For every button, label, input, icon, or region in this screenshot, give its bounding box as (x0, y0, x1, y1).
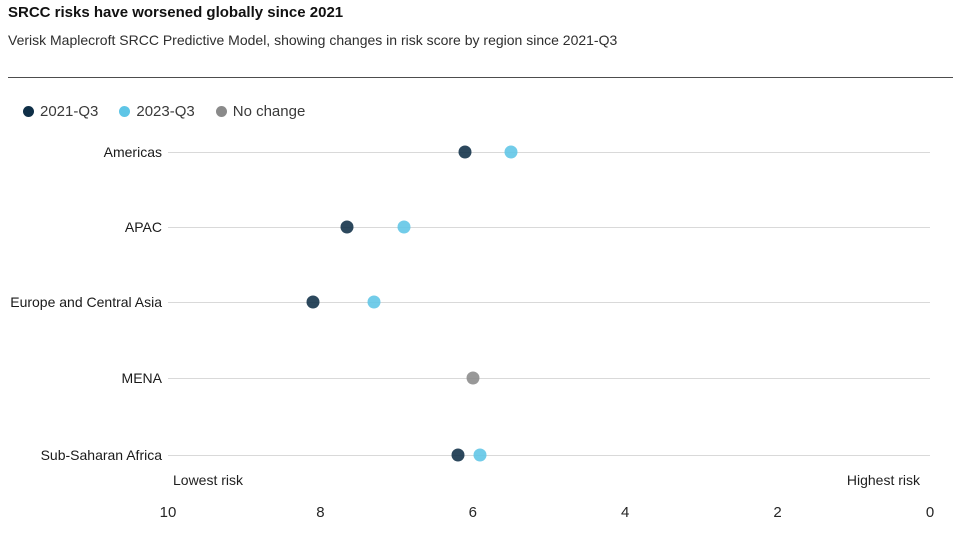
legend-item-2023-q3: 2023-Q3 (119, 102, 195, 120)
dot-2021-q3-apac (340, 220, 354, 234)
legend-label: No change (232, 102, 306, 120)
dot-2021-q3-sub-saharan-africa (451, 448, 465, 462)
axis-label-lowest-risk: Lowest risk (173, 472, 244, 488)
row-gridline (168, 152, 930, 153)
legend: 2021-Q3 2023-Q3 No change (23, 101, 305, 121)
x-tick-10: 10 (159, 504, 177, 521)
x-tick-6: 6 (468, 504, 477, 521)
chart-subtitle: Verisk Maplecroft SRCC Predictive Model,… (8, 32, 618, 48)
dot-2021-q3-americas (458, 145, 472, 159)
row-label-sub-saharan-africa: Sub-Saharan Africa (40, 447, 162, 463)
x-axis-ticks: 10 8 6 4 2 0 (160, 504, 935, 522)
row-gridline (168, 378, 930, 379)
legend-dot-icon (23, 105, 34, 117)
row-label-apac: APAC (124, 219, 162, 235)
x-tick-4: 4 (621, 504, 630, 521)
dot-no-change-mena (466, 371, 480, 385)
dot-2023-q3-americas (504, 145, 518, 159)
x-tick-8: 8 (316, 504, 325, 521)
row-gridline (168, 227, 930, 228)
legend-label: 2021-Q3 (40, 102, 99, 120)
legend-dot-icon (119, 105, 131, 117)
axis-label-highest-risk: Highest risk (846, 472, 920, 488)
legend-dot-icon (215, 105, 227, 117)
row-gridline (168, 455, 930, 456)
x-tick-0: 0 (925, 504, 935, 521)
legend-label: 2023-Q3 (136, 102, 195, 120)
row-label-americas: Americas (103, 144, 162, 160)
dot-2023-q3-sub-saharan-africa (473, 448, 487, 462)
plot-area: Lowest risk Highest risk 10 8 6 4 2 0 America… (0, 115, 961, 536)
legend-item-no-change: No change (215, 102, 306, 120)
chart-title: SRCC risks have worsened globally since … (8, 4, 344, 21)
dot-2023-q3-apac (397, 220, 411, 234)
row-gridline (168, 302, 930, 303)
x-tick-2: 2 (773, 504, 782, 521)
row-label-mena: MENA (121, 370, 162, 386)
divider-line (8, 77, 953, 78)
legend-item-2021-q3: 2021-Q3 (23, 103, 98, 120)
dot-2023-q3-europe-and-central-asia (367, 295, 381, 309)
row-label-europe-and-central-asia: Europe and Central Asia (10, 294, 162, 310)
dot-2021-q3-europe-and-central-asia (306, 295, 320, 309)
